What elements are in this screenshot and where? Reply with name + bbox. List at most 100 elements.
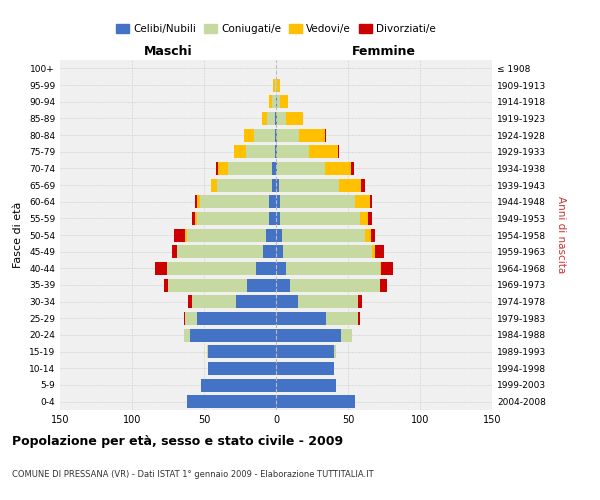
Bar [185, 228, 187, 241]
Bar [325, 128, 326, 141]
Bar [361, 178, 365, 192]
Bar [376, 245, 384, 258]
Bar [276, 245, 283, 258]
Bar [184, 328, 190, 342]
Bar [190, 328, 276, 342]
Bar [280, 95, 287, 108]
Bar [211, 178, 217, 192]
Bar [355, 195, 370, 208]
Bar [373, 245, 376, 258]
Bar [359, 212, 368, 225]
Bar [215, 162, 218, 175]
Bar [338, 145, 340, 158]
Bar [275, 78, 276, 92]
Bar [276, 312, 326, 325]
Y-axis label: Anni di nascita: Anni di nascita [556, 196, 566, 274]
Bar [218, 162, 229, 175]
Legend: Celibi/Nubili, Coniugati/e, Vedovi/e, Divorziati/e: Celibi/Nubili, Coniugati/e, Vedovi/e, Di… [112, 20, 440, 38]
Bar [275, 112, 276, 125]
Bar [276, 345, 334, 358]
Bar [276, 145, 277, 158]
Bar [276, 212, 280, 225]
Bar [208, 345, 276, 358]
Bar [247, 278, 276, 291]
Bar [277, 128, 299, 141]
Bar [276, 295, 298, 308]
Bar [168, 278, 247, 291]
Bar [380, 278, 387, 291]
Bar [283, 245, 373, 258]
Bar [269, 212, 276, 225]
Bar [277, 95, 280, 108]
Bar [164, 278, 168, 291]
Bar [272, 95, 276, 108]
Bar [188, 295, 193, 308]
Bar [187, 228, 266, 241]
Bar [207, 345, 208, 358]
Bar [276, 262, 286, 275]
Bar [276, 162, 277, 175]
Bar [269, 95, 272, 108]
Bar [276, 112, 277, 125]
Bar [358, 312, 359, 325]
Bar [234, 145, 246, 158]
Bar [277, 112, 286, 125]
Bar [196, 212, 197, 225]
Bar [196, 195, 197, 208]
Bar [280, 212, 359, 225]
Bar [298, 295, 358, 308]
Bar [197, 195, 200, 208]
Bar [276, 95, 277, 108]
Bar [254, 128, 275, 141]
Bar [187, 395, 276, 408]
Bar [279, 178, 340, 192]
Bar [269, 195, 276, 208]
Bar [341, 328, 352, 342]
Bar [276, 378, 337, 392]
Bar [286, 112, 304, 125]
Bar [172, 245, 176, 258]
Bar [371, 228, 376, 241]
Bar [380, 262, 381, 275]
Bar [276, 362, 334, 375]
Bar [276, 195, 280, 208]
Bar [246, 145, 275, 158]
Bar [176, 245, 263, 258]
Bar [268, 112, 275, 125]
Bar [365, 228, 371, 241]
Bar [256, 262, 276, 275]
Bar [276, 228, 282, 241]
Text: Femmine: Femmine [352, 46, 416, 59]
Bar [167, 262, 256, 275]
Bar [200, 195, 269, 208]
Bar [299, 128, 325, 141]
Bar [358, 295, 362, 308]
Bar [276, 328, 341, 342]
Bar [326, 312, 358, 325]
Bar [193, 295, 236, 308]
Bar [217, 178, 272, 192]
Bar [193, 212, 196, 225]
Text: COMUNE DI PRESSANA (VR) - Dati ISTAT 1° gennaio 2009 - Elaborazione TUTTITALIA.I: COMUNE DI PRESSANA (VR) - Dati ISTAT 1° … [12, 470, 374, 479]
Bar [185, 312, 197, 325]
Bar [244, 128, 254, 141]
Bar [275, 128, 276, 141]
Bar [368, 212, 373, 225]
Bar [277, 162, 325, 175]
Bar [381, 262, 392, 275]
Bar [272, 162, 276, 175]
Bar [276, 278, 290, 291]
Text: Maschi: Maschi [143, 46, 193, 59]
Bar [229, 162, 272, 175]
Bar [277, 145, 309, 158]
Bar [276, 395, 355, 408]
Bar [275, 145, 276, 158]
Bar [184, 312, 185, 325]
Bar [282, 228, 365, 241]
Bar [273, 78, 275, 92]
Bar [370, 195, 373, 208]
Bar [272, 178, 276, 192]
Bar [263, 245, 276, 258]
Bar [334, 345, 337, 358]
Bar [276, 78, 277, 92]
